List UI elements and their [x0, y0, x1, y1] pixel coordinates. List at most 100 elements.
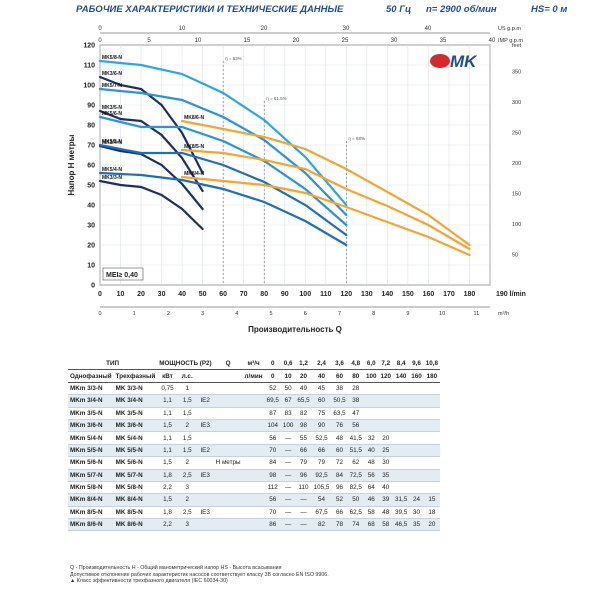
x-tick-label: 170	[443, 291, 455, 298]
h-spacer	[242, 382, 265, 396]
power-hp: 2	[177, 493, 197, 507]
logo-text: MK	[450, 52, 478, 71]
head-value: 56	[264, 493, 281, 507]
series-line-MK3/6-N	[98, 75, 204, 175]
x-tick-label: 70	[240, 291, 248, 298]
x-tick-label: 80	[260, 291, 268, 298]
q-l-unit: л/мин	[242, 369, 265, 383]
single-phase-model: MKm 5/7-N	[68, 469, 114, 482]
power-hp: 1	[177, 382, 197, 396]
head-value	[409, 456, 424, 470]
head-value: 87	[264, 407, 281, 420]
head-value	[409, 469, 424, 482]
head-value	[363, 407, 379, 420]
series-label: MK5/4-N	[102, 167, 122, 173]
bottom-axis2-tick: 2	[167, 311, 170, 317]
head-value	[363, 382, 379, 396]
x-tick-label: 180	[464, 291, 476, 298]
x-tick-label: 90	[281, 291, 289, 298]
head-value	[409, 382, 424, 396]
h-label: H метры	[213, 456, 243, 470]
head-value	[392, 431, 410, 445]
top-axis-tick: 30	[343, 26, 350, 32]
head-value: 69,5	[264, 394, 281, 408]
y-tick-label: 10	[87, 263, 95, 270]
x-tick-label: 0	[98, 291, 102, 298]
single-phase-model: MKm 5/6-N	[68, 456, 114, 470]
head-value: 64	[363, 481, 379, 495]
ie-class: IE3	[196, 469, 214, 482]
head-value: 82	[311, 518, 332, 532]
series-label: MK5/6-N	[102, 111, 122, 117]
head-value: 32	[363, 431, 379, 445]
head-value	[409, 419, 424, 433]
top-axis2-tick: 10	[195, 38, 202, 44]
series-line-MK5/8-N	[98, 59, 348, 207]
notes-legend: Q - Производительность H - Общий маномет…	[70, 565, 282, 571]
top-axis2-tick: 30	[391, 38, 398, 44]
notes: Q - Производительность H - Общий маномет…	[70, 565, 329, 585]
head-value: 66	[311, 444, 332, 458]
q-l-value: 0	[264, 369, 281, 383]
single-phase-model: MKm 3/3-N	[68, 382, 114, 396]
top-axis2-unit: IMP g.p.m	[498, 38, 523, 44]
ie-class	[196, 382, 214, 396]
right-axis-unit: feet	[512, 43, 522, 49]
head-value: 60	[331, 444, 348, 458]
head-value: 50,5	[331, 394, 348, 408]
ie-class	[196, 407, 214, 420]
head-value: 84	[264, 456, 281, 470]
head-value: 82	[295, 407, 312, 420]
head-value: 92,5	[311, 469, 332, 482]
head-value	[423, 419, 441, 433]
head-value: 72,5	[347, 469, 364, 482]
head-value: 63,5	[331, 407, 348, 420]
h-spacer	[242, 506, 265, 520]
power-kw: 0,75	[157, 382, 178, 396]
bottom-axis2-tick: 0	[98, 311, 101, 317]
series-line-MK5/7-N	[98, 87, 348, 217]
head-value: 76	[331, 419, 348, 433]
ie-class: IE3	[196, 506, 214, 520]
q-m3-value: 3,6	[331, 358, 348, 371]
top-axis2-tick: 15	[244, 38, 251, 44]
head-value: 46	[363, 493, 379, 507]
three-phase-model: MK 3/6-N	[113, 419, 158, 433]
x-tick-label: 50	[199, 291, 207, 298]
head-value: 54	[311, 493, 332, 507]
head-value: 66	[295, 444, 312, 458]
right-axis-tick: 200	[512, 161, 521, 167]
series-label: MK3/6-N	[102, 71, 122, 77]
top-axis-tick: 20	[261, 26, 268, 32]
q-m3-value: 1,2	[295, 358, 312, 371]
single-phase-model: MKm 3/6-N	[68, 419, 114, 433]
top-axis2-tick: 25	[342, 38, 349, 44]
y-tick-label: 110	[84, 63, 95, 70]
head-value: 70	[264, 444, 281, 458]
three-phase-model: MK 3/3-N	[113, 382, 158, 396]
bottom-axis2-unit: m³/h	[498, 311, 509, 317]
power-kw: 1,1	[157, 394, 178, 408]
head-value: 65,5	[295, 394, 312, 408]
head-value: 41,5	[347, 431, 364, 445]
top-axis-tick: 10	[179, 26, 186, 32]
head-value: 52	[264, 382, 281, 396]
power-kw: 1,5	[157, 493, 178, 507]
three-phase-model: MK 8/6-N	[113, 518, 158, 532]
q-l-value: 20	[295, 369, 312, 383]
head-value	[409, 444, 424, 458]
power-kw: 1,5	[157, 419, 178, 433]
head-value: 67,5	[311, 506, 332, 520]
y-tick-label: 20	[87, 243, 95, 250]
y-tick-label: 120	[83, 43, 95, 50]
power-hp: 2,5	[177, 506, 197, 520]
y-tick-label: 40	[87, 203, 95, 210]
h-spacer	[242, 456, 265, 470]
head-value: 52	[331, 493, 348, 507]
series-label: MK8/4-N	[184, 171, 204, 177]
x-tick-label: 130	[361, 291, 373, 298]
q-m3-value: 7,2	[378, 358, 393, 371]
single-phase-model: MKm 8/5-N	[68, 506, 114, 520]
head-value: 30	[378, 456, 393, 470]
logo-mark	[430, 54, 450, 68]
